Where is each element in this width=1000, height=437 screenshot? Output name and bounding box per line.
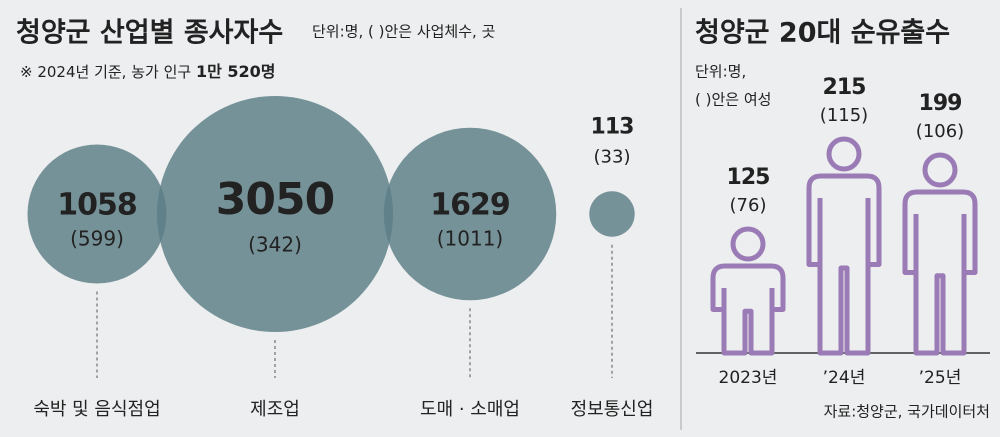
bubble (383, 127, 557, 301)
note-emphasis: 1만 520명 (196, 62, 276, 81)
business-count-label: (342) (248, 233, 302, 257)
value-label: 1058 (57, 188, 137, 223)
value-label: 113 (591, 114, 634, 139)
x-tick-label: 숙박 및 음식점업 (33, 399, 160, 420)
x-tick-label: ’24년 (823, 368, 866, 388)
business-count-label: (1011) (437, 227, 504, 251)
bubble (589, 191, 635, 237)
person-head (730, 226, 766, 262)
value-label: 125 (727, 165, 770, 190)
person-head (922, 152, 958, 188)
chart-title: 청양군 20대 순유출수 (695, 18, 950, 49)
unit-note: ( )안은 여성 (695, 91, 771, 109)
chart-title: 청양군 산업별 종사자수 (16, 18, 283, 49)
female-label: (76) (730, 195, 767, 216)
business-count-label: (599) (70, 227, 124, 251)
x-tick-label: 2023년 (719, 368, 778, 388)
x-tick-label: 제조업 (250, 399, 300, 420)
value-label: 199 (919, 91, 962, 116)
bubble (27, 144, 167, 284)
value-label: 215 (823, 75, 866, 100)
x-tick-label: ’25년 (919, 368, 962, 388)
person-head (826, 136, 862, 172)
person-body (806, 173, 882, 356)
x-tick-label: 정보통신업 (571, 399, 654, 420)
female-label: (106) (916, 121, 964, 142)
bubble (157, 96, 393, 332)
source: 자료:청양군, 국가데이터처 (824, 403, 990, 421)
note-text: ※ 2024년 기준, 농가 인구 (20, 63, 191, 81)
female-label: (115) (820, 105, 868, 126)
note: ※ 2024년 기준, 농가 인구 1만 520명 (20, 62, 276, 81)
value-label: 3050 (216, 174, 334, 225)
x-tick-label: 도매 · 소매업 (420, 399, 520, 420)
person-body (902, 189, 978, 356)
person-body (710, 263, 786, 356)
unit: 단위:명, (695, 63, 746, 81)
subtitle: 단위:명, ( )안은 사업체수, 곳 (312, 23, 495, 41)
value-label: 1629 (430, 188, 510, 223)
business-count-label: (33) (594, 146, 631, 167)
